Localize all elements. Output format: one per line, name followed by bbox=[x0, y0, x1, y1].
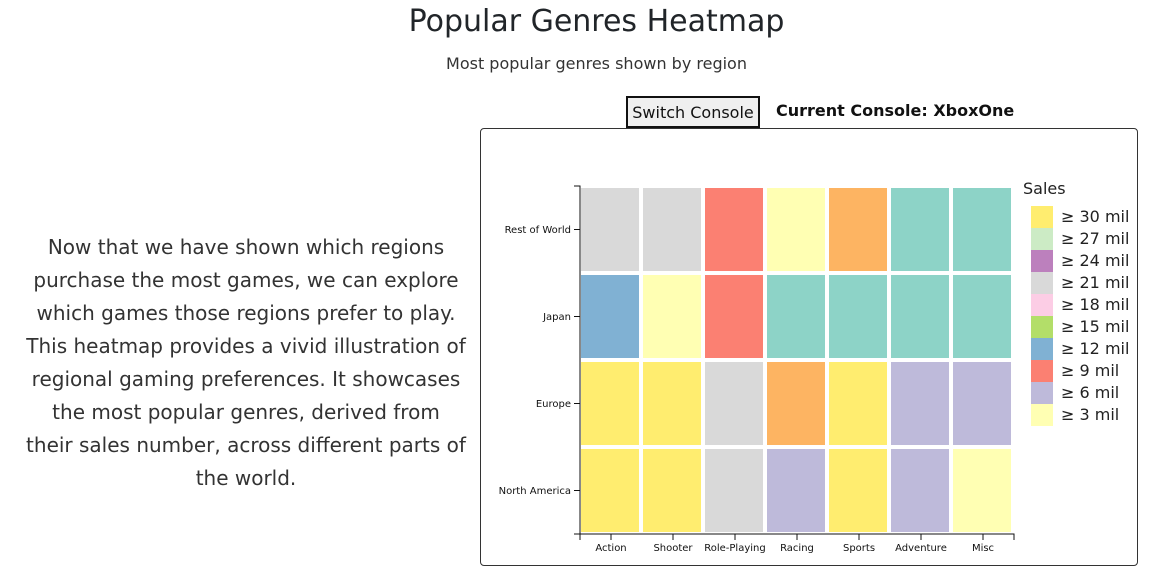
heatmap-cell bbox=[581, 449, 639, 532]
heatmap-cell bbox=[643, 275, 701, 358]
current-console-label: Current Console: XboxOne bbox=[776, 101, 1015, 120]
y-axis-label: Rest of World bbox=[505, 225, 571, 236]
page-subtitle: Most popular genres shown by region bbox=[446, 54, 747, 73]
heatmap-cell bbox=[891, 449, 949, 532]
legend-label: ≥ 9 mil bbox=[1061, 361, 1119, 380]
heatmap-cell bbox=[767, 449, 825, 532]
legend-swatch bbox=[1031, 404, 1053, 426]
legend-swatch bbox=[1031, 272, 1053, 294]
heatmap-cell bbox=[891, 188, 949, 271]
heatmap-cell bbox=[829, 188, 887, 271]
heatmap-cell bbox=[829, 362, 887, 445]
x-axis-label: Role-Playing bbox=[704, 543, 765, 554]
heatmap-cell bbox=[767, 275, 825, 358]
heatmap-cell bbox=[643, 188, 701, 271]
x-axis-label: Action bbox=[595, 543, 626, 554]
legend-swatch bbox=[1031, 250, 1053, 272]
x-axis-label: Sports bbox=[843, 543, 875, 554]
legend-title: Sales bbox=[1023, 179, 1066, 198]
heatmap-chart-container: Rest of World Japan Europe North America Act… bbox=[480, 128, 1138, 566]
heatmap-chart: Rest of World Japan Europe North America Act… bbox=[499, 179, 1130, 554]
legend-label: ≥ 30 mil bbox=[1061, 207, 1129, 226]
x-axis-label: Misc bbox=[972, 543, 994, 554]
legend-swatch bbox=[1031, 228, 1053, 250]
heatmap-cell bbox=[581, 362, 639, 445]
page-title: Popular Genres Heatmap bbox=[408, 4, 785, 39]
heatmap-cell bbox=[705, 449, 763, 532]
legend-swatch bbox=[1031, 338, 1053, 360]
heatmap-cell bbox=[581, 188, 639, 271]
legend-label: ≥ 3 mil bbox=[1061, 405, 1119, 424]
legend-label: ≥ 15 mil bbox=[1061, 317, 1129, 336]
heatmap-cell bbox=[891, 275, 949, 358]
x-axis-label: Shooter bbox=[653, 543, 693, 554]
heatmap-cell bbox=[643, 362, 701, 445]
description-text: Now that we have shown which regions pur… bbox=[26, 235, 466, 490]
x-axis-label: Racing bbox=[780, 543, 814, 554]
heatmap-cell bbox=[767, 188, 825, 271]
y-axis-label: Japan bbox=[542, 312, 571, 323]
legend-swatch bbox=[1031, 360, 1053, 382]
switch-console-button[interactable]: Switch Console bbox=[626, 96, 760, 128]
heatmap-cell bbox=[705, 188, 763, 271]
heatmap-cell bbox=[705, 275, 763, 358]
legend-label: ≥ 12 mil bbox=[1061, 339, 1129, 358]
legend-label: ≥ 27 mil bbox=[1061, 229, 1129, 248]
legend-label: ≥ 18 mil bbox=[1061, 295, 1129, 314]
heatmap-cell bbox=[953, 275, 1011, 358]
y-axis-label: North America bbox=[499, 486, 571, 497]
legend-swatch bbox=[1031, 382, 1053, 404]
heatmap-cell bbox=[829, 275, 887, 358]
legend-label: ≥ 6 mil bbox=[1061, 383, 1119, 402]
heatmap-cell bbox=[829, 449, 887, 532]
x-axis-label: Adventure bbox=[895, 543, 947, 554]
heatmap-cell bbox=[891, 362, 949, 445]
legend-swatch bbox=[1031, 206, 1053, 228]
heatmap-cell bbox=[953, 188, 1011, 271]
heatmap-cell bbox=[953, 449, 1011, 532]
legend-label: ≥ 24 mil bbox=[1061, 251, 1129, 270]
heatmap-cell bbox=[953, 362, 1011, 445]
legend-swatch bbox=[1031, 294, 1053, 316]
legend-label: ≥ 21 mil bbox=[1061, 273, 1129, 292]
y-axis-label: Europe bbox=[536, 399, 571, 410]
heatmap-cell bbox=[581, 275, 639, 358]
legend-swatch bbox=[1031, 316, 1053, 338]
heatmap-cell bbox=[705, 362, 763, 445]
heatmap-cell bbox=[767, 362, 825, 445]
y-axis-line bbox=[574, 185, 581, 535]
heatmap-cell bbox=[643, 449, 701, 532]
